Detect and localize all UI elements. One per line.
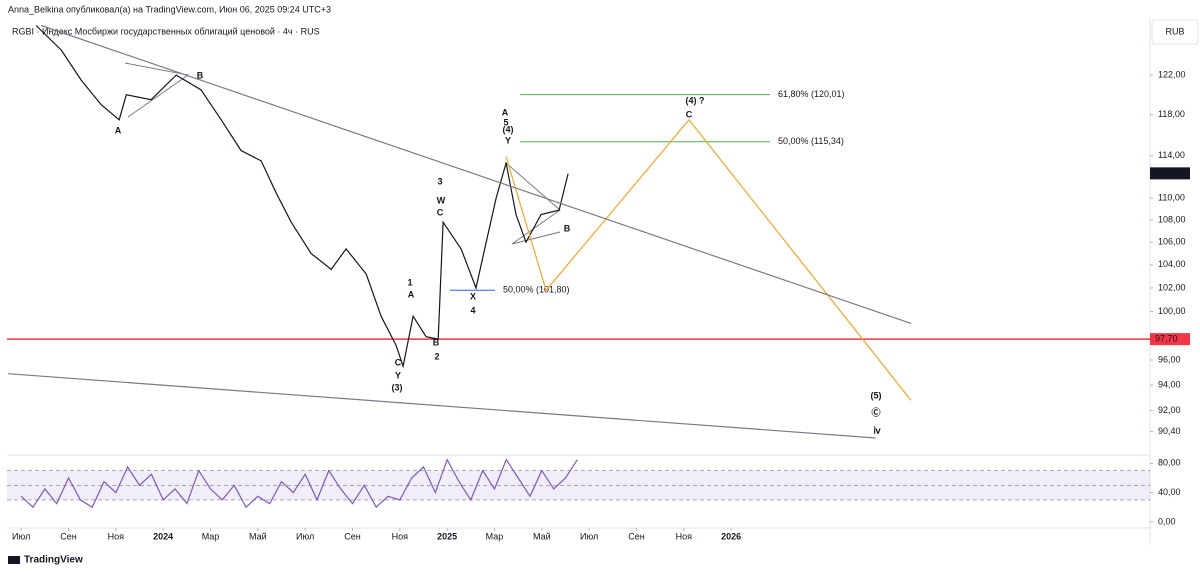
x-tick-label: Сен <box>628 531 645 541</box>
wave-label: (4) <box>503 124 514 134</box>
x-tick-label: Июл <box>296 531 314 541</box>
triangle-drawing <box>504 161 561 245</box>
x-tick-label: Ноя <box>392 531 409 541</box>
rsi-line <box>20 458 578 509</box>
wave-label: Y <box>395 370 401 380</box>
wave-label: 2 <box>434 351 439 361</box>
y-tick-label: 90,40 <box>1158 426 1181 436</box>
y-tick-label: 104,00 <box>1158 259 1186 269</box>
x-tick-label: Май <box>533 531 551 541</box>
x-tick-label: Мар <box>486 531 504 541</box>
triangle-drawing <box>124 62 190 118</box>
wave-label: C <box>395 357 402 367</box>
wave-label: (5) <box>871 390 882 400</box>
price-tag <box>1150 333 1190 346</box>
y-tick-label: 80,00 <box>1158 458 1181 468</box>
x-tick-label: Сен <box>344 531 361 541</box>
series-line <box>40 24 912 324</box>
y-tick-label: 108,00 <box>1158 214 1186 224</box>
x-tick-label: Июл <box>580 531 598 541</box>
wave-label: A <box>502 107 509 117</box>
wave-label: 4 <box>470 305 475 315</box>
price-tag-label: 97,70 <box>1155 334 1178 344</box>
brand: TradingView <box>24 555 83 566</box>
wave-label: 5 <box>503 117 508 127</box>
fib-label: 61,80% (120,01) <box>778 89 845 99</box>
wave-label: ⅳ <box>873 425 881 435</box>
series-line <box>505 118 912 401</box>
wave-label: B <box>564 223 571 233</box>
wave-label: X <box>470 291 476 301</box>
y-tick-label: 0,00 <box>1158 516 1176 526</box>
wave-label: (3) <box>392 382 403 392</box>
x-tick-label: Ноя <box>108 531 125 541</box>
wave-label: A <box>408 289 415 299</box>
x-tick-label: Ноя <box>676 531 693 541</box>
y-tick-label: 106,00 <box>1158 237 1186 247</box>
wave-label: B <box>433 337 440 347</box>
currency: RUB <box>1165 26 1184 36</box>
x-tick-label: Сен <box>60 531 77 541</box>
y-tick-label: 92,00 <box>1158 405 1181 415</box>
x-tick-label: Мар <box>202 531 220 541</box>
series-line <box>8 373 876 439</box>
x-tick-label: 2026 <box>721 531 741 541</box>
symbol: RGBI · Индекс Мосбиржи государственных о… <box>12 26 320 36</box>
wave-label: A <box>115 125 122 135</box>
y-tick-label: 40,00 <box>1158 487 1181 497</box>
wave-label: C <box>437 207 444 217</box>
y-tick-label: 118,00 <box>1158 109 1185 119</box>
y-tick-label: 100,00 <box>1158 306 1186 316</box>
fib-label: 50,00% (115,34) <box>778 136 844 146</box>
currency-box <box>1151 19 1199 45</box>
wave-label: C <box>686 109 693 119</box>
brand-logo <box>8 556 20 564</box>
y-tick-label: 110,00 <box>1158 193 1185 203</box>
y-tick-label: 94,00 <box>1158 379 1181 389</box>
wave-label: B <box>197 70 204 80</box>
wave-label: Y <box>505 135 511 145</box>
series-line <box>35 25 569 369</box>
wave-label: Ⓒ <box>871 406 880 417</box>
x-tick-label: 2025 <box>437 531 457 541</box>
x-tick-label: Июл <box>12 531 30 541</box>
x-tick-label: Май <box>249 531 267 541</box>
wave-label: (4) ? <box>686 95 705 105</box>
wave-label: 3 <box>437 176 442 186</box>
fib-label: 50,00% (101,80) <box>503 285 570 295</box>
y-tick-label: 122,00 <box>1158 69 1186 79</box>
last-price-tag <box>1150 167 1190 180</box>
x-tick-label: 2024 <box>153 531 173 541</box>
y-tick-label: 114,00 <box>1158 150 1185 160</box>
wave-label: 1 <box>407 277 412 287</box>
wave-label: W <box>437 195 446 205</box>
publisher: Anna_Belkina опубликовал(а) на TradingVi… <box>8 4 331 14</box>
y-tick-label: 102,00 <box>1158 282 1186 292</box>
last-price-label: 112,32 <box>1155 168 1182 178</box>
y-tick-label: 96,00 <box>1158 354 1181 364</box>
